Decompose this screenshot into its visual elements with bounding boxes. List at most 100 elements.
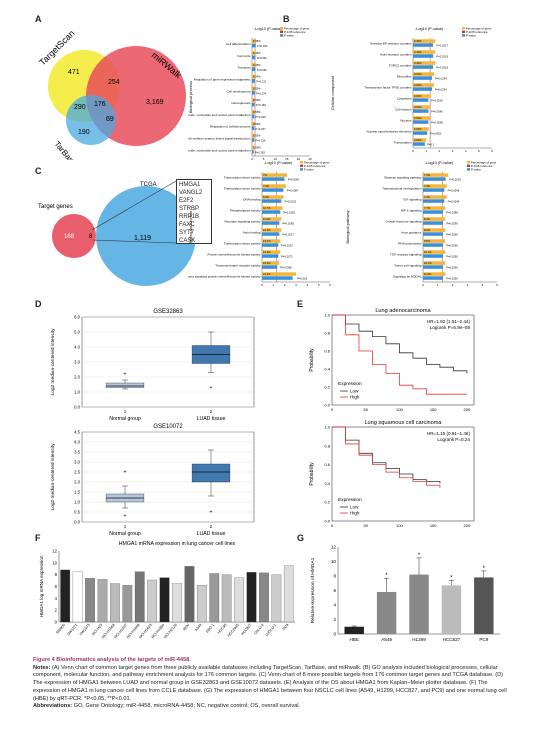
- go-bar: [423, 276, 443, 280]
- go-pvalue-label: P=0.062: [257, 68, 268, 72]
- go-group-label: Molecular function: [188, 211, 193, 243]
- bar-category: SW900: [55, 623, 66, 635]
- bar-category: SW1271: [66, 623, 78, 636]
- km-curve: [332, 426, 441, 484]
- venn-count: 168: [64, 234, 75, 240]
- go-legend-swatch: [462, 30, 465, 33]
- go-tick-label: 1: [437, 283, 439, 287]
- go-pvalue-label: P=0.0131: [285, 200, 297, 204]
- bar-chart-ccle: HMGA1 mRNA expression in lung cancer cel…: [39, 541, 295, 639]
- bar: [60, 569, 71, 623]
- go-term-label: Neurogenesis: [231, 101, 251, 105]
- km-ytick: 0.0: [324, 519, 330, 524]
- boxplot-category: Normal group: [109, 416, 141, 422]
- bar: [474, 577, 494, 634]
- go-pvalue-label: P=0.0087: [287, 189, 299, 193]
- go-tick-label: 5: [318, 283, 320, 287]
- go-pct-label: 0.55%: [253, 98, 261, 102]
- km-xtick: 200: [464, 407, 471, 412]
- go-bar: [413, 87, 432, 91]
- go-bar: [423, 206, 446, 210]
- go-chart-mf: -Log10 (P-value) Percentage of geneP-0.05…: [188, 160, 331, 287]
- go-bar: [413, 138, 427, 142]
- go-bar: [252, 133, 255, 138]
- boxplot-ytick: 6.0: [74, 315, 80, 320]
- go-legend-swatch: [280, 27, 283, 30]
- go-tick-label: 3: [295, 283, 297, 287]
- go-pct-label: 8.9%: [263, 195, 270, 199]
- boxplot-ytick: 4.0: [74, 345, 80, 350]
- venn-circle-tarbase: [66, 95, 116, 145]
- go-bar: [413, 61, 436, 65]
- km-legend-label: Low: [350, 505, 359, 510]
- bar-ytick: 0: [55, 620, 58, 625]
- go-pvalue-label: P=0.227: [256, 127, 267, 131]
- bar-category: SW1573: [79, 623, 91, 636]
- km-xtick: 0: [331, 407, 334, 412]
- go-group-label: Cellular component: [330, 75, 335, 110]
- bar-category: BEN: [182, 623, 190, 632]
- go-term-label: Transport: [237, 66, 250, 70]
- go-pvalue-label: P=0.0219: [436, 66, 448, 70]
- go-group-label: Biological process: [188, 81, 193, 113]
- go-pvalue-label: P=0.239: [255, 139, 266, 143]
- go-legend-swatch: [462, 27, 465, 30]
- boxplot-box: [105, 382, 145, 388]
- go-bar: [423, 232, 443, 236]
- go-term-label: Receptor signaling activity: [225, 220, 261, 224]
- boxplot-ylabel: Log2 median-centered intensity: [50, 328, 56, 396]
- boxplot-outlier: +: [210, 385, 213, 391]
- go-bar: [262, 195, 284, 199]
- gene-list-connector: [91, 180, 177, 231]
- km-title: Lung adenocarcinoma: [375, 308, 431, 314]
- go-term-label: Nuclear canal between elements: [367, 130, 412, 134]
- boxplot-category: Normal group: [109, 531, 141, 537]
- go-pvalue-label: P=0.220: [256, 115, 267, 119]
- go-bar: [423, 177, 446, 181]
- go-pct-label: 10.1%: [424, 250, 432, 254]
- go-bar: [423, 254, 443, 258]
- go-bar: [262, 199, 282, 203]
- go-legend-swatch: [300, 168, 303, 171]
- boxplot-xtick: 2: [210, 409, 213, 414]
- go-pct-label: 7.9%: [263, 184, 270, 188]
- km-curve: [332, 314, 468, 374]
- go-term-label: Phospholipase activity: [230, 209, 261, 213]
- bar-category: H1299: [412, 637, 426, 642]
- go-bar: [262, 254, 279, 258]
- bar-ylabel: Relative expression of HMGA1: [310, 557, 316, 623]
- go-bar: [423, 221, 443, 225]
- go-term-label: Transmembrane receptor activity: [215, 264, 261, 268]
- bar-category: CALU-6: [253, 623, 264, 635]
- go-bar: [413, 54, 434, 58]
- go-bar: [423, 188, 445, 192]
- go-pvalue-label: P=0.0338: [280, 266, 292, 270]
- km-title: Lung squamous cell carcinoma: [364, 420, 442, 426]
- bar-chart-qpcr: 0 2 4 6 8 10 12 Relative expression of HMGA1 HBE…: [310, 545, 500, 642]
- km-xtick: 200: [464, 523, 471, 528]
- go-pvalue-label: P=0.0519: [431, 99, 443, 103]
- go-pct-label: 0.55%: [253, 122, 261, 126]
- km-legend-label: High: [350, 395, 360, 400]
- venn-count: 254: [108, 79, 120, 86]
- bar-ytick: 10: [331, 559, 337, 564]
- boxplot-ytick: 0.0: [74, 520, 80, 525]
- boxplot-ytick: 2.0: [74, 375, 80, 380]
- km-curve: [332, 314, 467, 395]
- bar: [221, 574, 232, 623]
- go-term-label: Transcriptional misregulation: [382, 187, 422, 191]
- go-pvalue-label: P=0.0288: [446, 211, 458, 215]
- boxplot-ytick: 0.0: [74, 405, 80, 410]
- go-pvalue-label: P=0.0290: [446, 233, 458, 237]
- km-frame: [331, 314, 475, 406]
- go-tick-label: 1: [425, 149, 427, 153]
- go-term-label: Cell development: [227, 89, 251, 93]
- panel-label-c: C: [35, 166, 42, 176]
- gene-name: SYT7: [179, 230, 195, 236]
- go-pvalue-label: P=0.0249: [448, 189, 460, 193]
- go-pct-label: 14.3%: [263, 250, 271, 254]
- go-pvalue-label: P=0.0152: [283, 211, 295, 215]
- bar: [159, 577, 170, 623]
- go-pct-label: 21.4%: [263, 272, 271, 276]
- go-term-label: Actin receptor complex: [380, 53, 412, 57]
